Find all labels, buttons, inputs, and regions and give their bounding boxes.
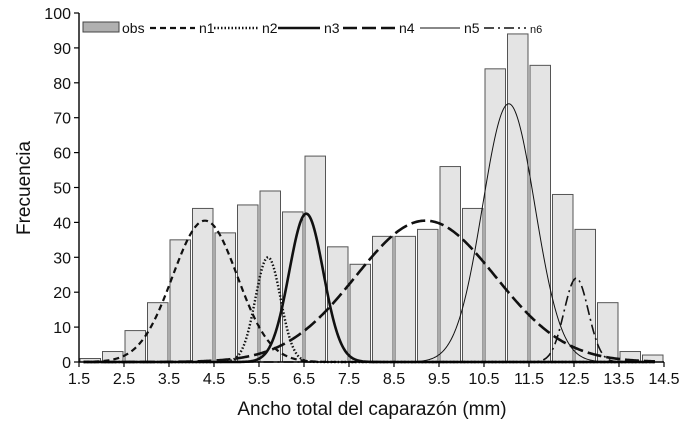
y-tick-label-5: 50 — [53, 181, 71, 198]
bar-6 — [214, 232, 236, 363]
legend-label-n3: n3 — [324, 20, 340, 36]
y-tick-label-8: 80 — [53, 76, 71, 93]
x-tick-label-13: 14.5 — [648, 371, 679, 388]
bar-13 — [372, 235, 394, 363]
legend-label-obs: obs — [122, 20, 145, 36]
bar-15 — [417, 228, 439, 363]
bar-23 — [597, 302, 619, 363]
x-tick-label-12: 13.5 — [603, 371, 634, 388]
y-tick-label-3: 30 — [53, 250, 71, 267]
x-tick-label-3: 4.5 — [203, 371, 225, 388]
bar-8 — [259, 190, 281, 363]
x-tick-label-8: 9.5 — [428, 371, 450, 388]
legend-label-n1: n1 — [199, 20, 215, 36]
legend-label-n2: n2 — [262, 20, 278, 36]
legend-swatch-obs — [82, 21, 120, 33]
y-tick-label-0: 0 — [62, 355, 71, 372]
x-tick-label-2: 3.5 — [158, 371, 180, 388]
legend-label-n6: n6 — [530, 24, 542, 36]
x-axis-title: Ancho total del caparazón (mm) — [237, 399, 506, 420]
x-tick-label-0: 1.5 — [68, 371, 90, 388]
y-tick-label-2: 20 — [53, 285, 71, 302]
bars-layer — [79, 33, 664, 363]
y-tick-label-4: 40 — [53, 215, 71, 232]
y-tick-label-6: 60 — [53, 146, 71, 163]
x-tick-label-7: 8.5 — [383, 371, 405, 388]
bar-5 — [192, 207, 214, 363]
x-tick-label-10: 11.5 — [514, 371, 544, 388]
bar-14 — [394, 235, 416, 363]
bar-17 — [462, 207, 484, 363]
bar-22 — [574, 228, 596, 363]
x-tick-label-4: 5.5 — [248, 371, 270, 388]
bar-7 — [237, 204, 259, 363]
y-tick-label-10: 100 — [44, 6, 71, 23]
bar-3 — [147, 302, 169, 363]
x-tick-label-1: 2.5 — [113, 371, 135, 388]
bar-4 — [169, 239, 191, 363]
curve-n1 — [83, 219, 655, 364]
y-tick-label-7: 70 — [53, 111, 71, 128]
x-tick-label-6: 7.5 — [338, 371, 360, 388]
legend-label-n4: n4 — [399, 20, 415, 36]
bar-19 — [507, 33, 529, 363]
x-tick-label-5: 6.5 — [293, 371, 315, 388]
legend-label-n5: n5 — [464, 20, 480, 36]
bar-16 — [439, 166, 461, 363]
axes-layer: 0 10 20 30 40 50 60 70 80 90 100 1.5 2.5 3.5 4.5 5.5 6.5… — [44, 6, 679, 388]
y-axis-title: Frecuencia — [14, 141, 35, 235]
x-tick-label-11: 12.5 — [558, 371, 589, 388]
y-tick-label-1: 10 — [53, 320, 71, 337]
bar-18 — [484, 68, 506, 363]
legend: obs n1 n2 n3 n4 n5 n6 — [82, 20, 542, 36]
y-tick-label-9: 90 — [53, 41, 71, 58]
x-tick-label-9: 10.5 — [468, 371, 499, 388]
bar-10 — [304, 155, 326, 363]
bar-2 — [124, 330, 146, 363]
